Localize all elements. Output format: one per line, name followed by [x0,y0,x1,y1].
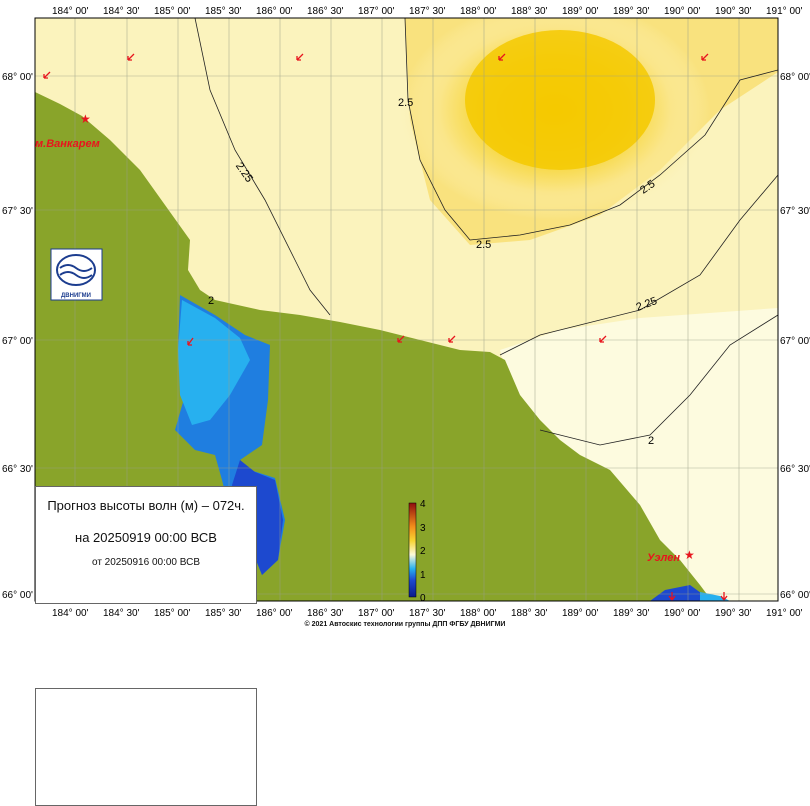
dvnigmi-logo: ДВНИГМИ [50,248,103,301]
longitude-label: 190° 00' [664,6,701,17]
longitude-label: 185° 00' [154,6,191,17]
contour-label: 2 [648,435,654,447]
longitude-label: 186° 30' [307,608,344,619]
longitude-label: 187° 00' [358,608,395,619]
latitude-label: 67° 30' [780,206,810,217]
svg-text:0: 0 [420,593,426,604]
longitude-label: 188° 00' [460,608,497,619]
forecast-legend-real: Прогноз высоты волн (м) – 072ч. на 20250… [35,486,257,604]
longitude-label: 189° 30' [613,608,650,619]
contour-lines [194,18,778,446]
longitude-label: 190° 00' [664,608,701,619]
svg-text:2: 2 [420,546,426,557]
place-label-vankarem: м.Ванкарем [35,138,100,150]
longitude-label: 186° 30' [307,6,344,17]
longitude-label: 188° 30' [511,608,548,619]
latitude-label: 68° 00' [2,72,33,83]
longitude-label: 184° 00' [52,608,89,619]
longitude-labels-bottom: 184° 00' 184° 30' 185° 00' 185° 30' 186° 00'… [52,608,803,619]
latitude-label: 67° 30' [2,206,33,217]
forecast-legend-panel-main [35,688,257,806]
longitude-label: 188° 00' [460,6,497,17]
latitude-label: 67° 00' [780,336,810,347]
longitude-label: 190° 30' [715,608,752,619]
latitude-label: 66° 30' [2,464,33,475]
latitude-labels-right: 68° 00' 67° 30' 67° 00' 66° 30' 66° 00' [780,72,810,601]
longitude-label: 188° 30' [511,6,548,17]
svg-text:3: 3 [420,523,426,534]
longitude-label: 184° 30' [103,6,140,17]
longitude-label: 190° 30' [715,6,752,17]
place-label-uelen: Уэлен [647,552,680,564]
contour-label: 2.5 [398,97,413,109]
legend-valid-time: на 20250919 00:00 ВСВ [75,530,217,545]
longitude-label: 184° 00' [52,6,89,17]
land-mass [35,92,712,601]
longitude-label: 186° 00' [256,6,293,17]
longitude-labels-top: 184° 00' 184° 30' 185° 00' 185° 30' 186° 00'… [52,6,803,17]
longitude-label: 184° 30' [103,608,140,619]
longitude-label: 189° 00' [562,6,599,17]
svg-text:4: 4 [420,499,426,510]
latitude-label: 66° 00' [780,590,810,601]
longitude-label: 187° 00' [358,6,395,17]
latitude-label: 66° 00' [2,590,33,601]
latitude-label: 68° 00' [780,72,810,83]
graticule [35,18,778,601]
longitude-label: 191° 00' [766,608,803,619]
longitude-label: 191° 00' [766,6,803,17]
star-icon: ★ [684,548,695,562]
wave-height-map: 184° 00' 184° 30' 185° 00' 185° 30' 186° 00'… [2,6,810,619]
low-wave-zone [500,308,778,601]
wave-direction-arrows [43,53,728,601]
longitude-label: 185° 30' [205,6,242,17]
longitude-label: 187° 30' [409,6,446,17]
copyright-footer: © 2021 Автоскис технологии группы ДПП ФГ… [304,621,506,628]
latitude-label: 67° 00' [2,336,33,347]
svg-text:1: 1 [420,570,426,581]
longitude-label: 185° 30' [205,608,242,619]
longitude-label: 187° 30' [409,608,446,619]
legend-title: Прогноз высоты волн (м) – 072ч. [47,498,245,513]
star-icon: ★ [80,112,91,126]
longitude-label: 186° 00' [256,608,293,619]
longitude-label: 189° 30' [613,6,650,17]
colorbar: 4 3 2 1 0 [408,499,426,604]
latitude-label: 66° 30' [780,464,810,475]
contour-label: 2 [208,295,214,307]
map-frame [34,17,779,602]
legend-issued-time: от 20250916 00:00 ВСВ [91,557,200,568]
contour-label: 2.5 [476,239,491,251]
svg-text:ДВНИГМИ: ДВНИГМИ [61,293,91,299]
latitude-labels-left: 68° 00' 67° 30' 67° 00' 66° 30' 66° 00' [2,72,33,601]
longitude-label: 185° 00' [154,608,191,619]
longitude-label: 189° 00' [562,608,599,619]
